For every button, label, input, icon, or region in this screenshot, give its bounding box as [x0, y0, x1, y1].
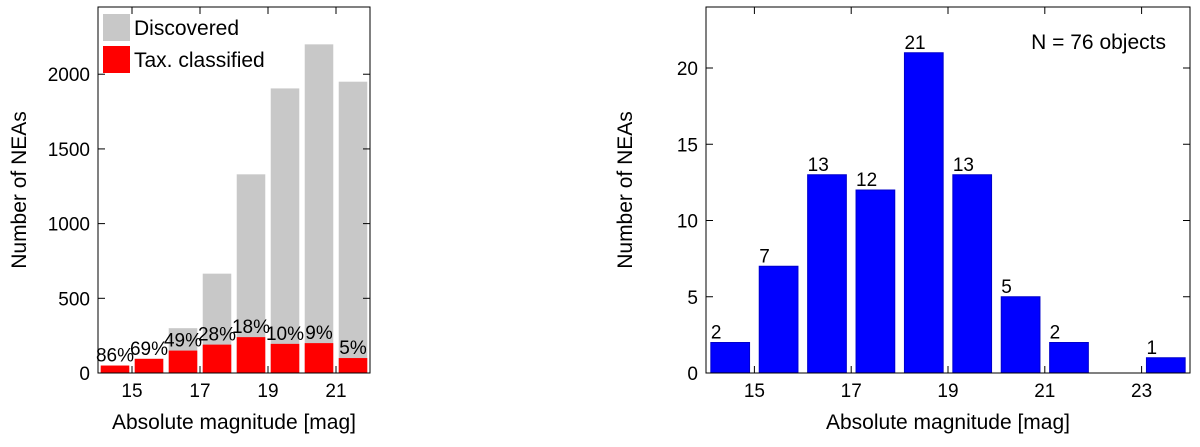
y-tick-label: 0: [79, 364, 90, 385]
bar-label: 49%: [164, 331, 202, 352]
y-axis-label: Number of NEAs: [8, 111, 31, 269]
bar-neas-3: [855, 189, 896, 374]
legend-label-0: Discovered: [134, 17, 239, 40]
y-axis-label: Number of NEAs: [614, 111, 637, 269]
legend: Discovered Tax. classified: [103, 14, 265, 73]
bar-neas-7: [1049, 342, 1089, 374]
y-tick-label: 1500: [48, 140, 90, 161]
bar-label: 13: [953, 155, 974, 176]
bar-label: 2: [1050, 323, 1061, 344]
bar-tax-classified-2: [168, 350, 198, 373]
x-axis-label: Absolute magnitude [mag]: [826, 411, 1070, 434]
bar-discovered-6: [304, 44, 334, 374]
x-tick-label: 21: [325, 381, 346, 402]
bar-neas-0: [710, 342, 751, 374]
left-chart: 86%69%49%28%18%10% 9% 5% 15 17 19 21 0 500 1000 15…: [8, 6, 371, 434]
bar-neas-2: [807, 174, 847, 374]
bar-discovered-7: [338, 81, 368, 373]
bar-label: 1: [1146, 338, 1157, 359]
bar-neas-5: [952, 174, 993, 374]
bar-tax-classified-1: [134, 358, 164, 373]
bar-label: 2: [711, 323, 722, 344]
bar-label: 5: [1001, 277, 1012, 298]
y-tick-label: 10: [677, 212, 698, 233]
bar-tax-classified-4: [236, 337, 266, 373]
legend-swatch-0: [103, 14, 130, 41]
bar-label: 10%: [266, 324, 304, 345]
y-tick-label: 2000: [48, 65, 90, 86]
bar-label: 12: [856, 170, 877, 191]
bar-neas-1: [758, 265, 799, 374]
x-tick-label: 17: [189, 381, 210, 402]
bar-discovered-5: [270, 88, 300, 374]
axes-frame: [97, 6, 371, 374]
bar-tax-classified-6: [304, 343, 334, 373]
bar-tax-classified-5: [270, 343, 300, 373]
y-tick-label: 1000: [48, 215, 90, 236]
bar-neas-4: [903, 52, 944, 374]
legend-label-1: Tax. classified: [134, 49, 265, 72]
x-axis-label: Absolute magnitude [mag]: [112, 411, 356, 434]
bar-neas-6: [1000, 296, 1041, 374]
x-tick-label: 17: [841, 381, 862, 402]
y-tick-label: 5: [687, 288, 698, 309]
x-tick-label: 15: [121, 381, 142, 402]
bar-label: 7: [759, 246, 770, 267]
y-tick-label: 500: [58, 289, 90, 310]
x-tick-label: 21: [1034, 381, 1055, 402]
legend-swatch-1: [103, 46, 130, 73]
annotation-count: N = 76 objects: [1031, 31, 1166, 54]
y-tick-label: 0: [687, 364, 698, 385]
bar-label: 28%: [198, 325, 236, 346]
bar-tax-classified-0: [100, 365, 130, 373]
x-tick-label: 15: [744, 381, 765, 402]
y-tick-label: 15: [677, 135, 698, 156]
bar-tax-classified-3: [202, 344, 232, 373]
bar-label: 86%: [96, 346, 134, 367]
bar-label: 13: [808, 155, 829, 176]
y-tick-label: 20: [677, 59, 698, 80]
bar-label: 18%: [232, 317, 270, 338]
x-tick-label: 19: [937, 381, 958, 402]
x-tick-label: 23: [1131, 381, 1152, 402]
bar-label: 5%: [339, 338, 367, 359]
bar-label: 21: [904, 33, 925, 54]
bar-neas-9: [1145, 357, 1186, 374]
x-tick-label: 19: [257, 381, 278, 402]
bar-label: 9%: [305, 323, 333, 344]
bar-tax-classified-7: [338, 358, 368, 373]
bar-label: 69%: [130, 339, 168, 360]
